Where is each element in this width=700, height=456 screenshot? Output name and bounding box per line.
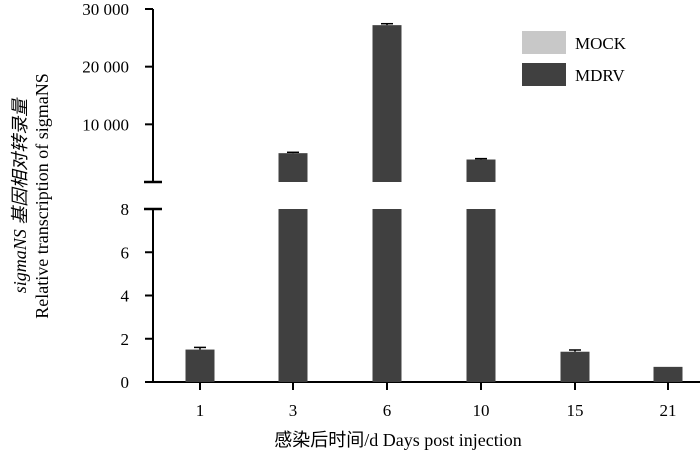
legend-swatch-mdrv (522, 63, 566, 86)
legend: MOCK MDRV (522, 31, 627, 86)
bars (185, 22, 683, 382)
bar-mdrv-lower (278, 209, 308, 382)
bar-mdrv (560, 351, 590, 382)
x-tick-label: 1 (196, 401, 205, 420)
y-axis-title-line-1: sigmaNS 基因相对转录量 (10, 97, 30, 294)
bar-mdrv (185, 349, 215, 382)
y-tick-label-lower: 2 (121, 330, 130, 349)
x-tick-label: 21 (660, 401, 677, 420)
x-tick-label: 10 (473, 401, 490, 420)
x-tick-label: 6 (383, 401, 392, 420)
legend-label-mdrv: MDRV (575, 66, 625, 85)
x-tick-label: 3 (289, 401, 298, 420)
y-tick-label-lower: 0 (121, 373, 130, 392)
bar-mdrv-upper (466, 159, 496, 182)
ticks: 0 2 4 6 8 10 000 20 000 30 000 1 3 6 10 15 21 (82, 0, 676, 420)
y-tick-label-lower: 8 (121, 200, 130, 219)
bar-mdrv-lower (466, 209, 496, 382)
y-tick-label-lower: 4 (121, 287, 130, 306)
legend-label-mock: MOCK (575, 34, 627, 53)
legend-swatch-mock (522, 31, 566, 54)
y-axis-title-line-2: Relative transcription of sigmaNS (32, 73, 52, 318)
x-tick-label: 15 (567, 401, 584, 420)
bar-mdrv-lower (372, 209, 402, 382)
y-tick-label-upper: 10 000 (82, 115, 129, 134)
y-tick-label-upper: 30 000 (82, 0, 129, 19)
bar-mdrv (653, 366, 683, 382)
bar-mdrv-upper (278, 153, 308, 182)
bar-mdrv-upper (372, 25, 402, 182)
y-tick-label-lower: 6 (121, 243, 130, 262)
axes (144, 9, 700, 383)
y-tick-label-upper: 20 000 (82, 58, 129, 77)
x-axis-title: 感染后时间/d Days post injection (274, 430, 521, 450)
